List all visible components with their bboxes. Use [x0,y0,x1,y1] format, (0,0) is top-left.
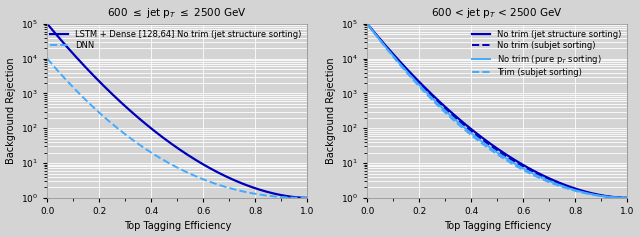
No trim (jet structure sorting) [537,173,545,176]
No trim (subjet sorting) [481,140,489,143]
X-axis label: Top Tagging Efficiency: Top Tagging Efficiency [124,221,231,232]
DNN [161,160,169,162]
Trim (subjet sorting) [364,23,371,25]
DNN [217,184,225,187]
LSTM + Dense [128,64] No trim (jet structure sorting) [196,161,204,164]
LSTM + Dense [128,64] No trim (jet structure sorting) [90,74,97,77]
Trim (subjet sorting) [537,177,545,180]
Title: 600 < jet p$_{T}$ < 2500 GeV: 600 < jet p$_{T}$ < 2500 GeV [431,5,563,20]
LSTM + Dense [128,64] No trim (jet structure sorting) [110,95,118,97]
Line: LSTM + Dense [128,64] No trim (jet structure sorting): LSTM + Dense [128,64] No trim (jet struc… [47,24,307,198]
Line: DNN: DNN [47,59,307,198]
DNN [110,124,118,127]
No trim (pure p$_{T}$ sorting) [516,165,524,168]
Line: No trim (pure p$_{T}$ sorting): No trim (pure p$_{T}$ sorting) [367,24,627,198]
DNN [90,106,97,109]
No trim (subjet sorting) [623,196,631,199]
LSTM + Dense [128,64] No trim (jet structure sorting) [303,196,311,199]
No trim (subjet sorting) [559,184,567,187]
Trim (subjet sorting) [481,144,489,147]
No trim (jet structure sorting) [410,74,417,77]
No trim (pure p$_{T}$ sorting) [430,99,438,101]
Trim (subjet sorting) [410,79,417,82]
No trim (jet structure sorting) [481,138,489,141]
Trim (subjet sorting) [623,196,631,199]
No trim (pure p$_{T}$ sorting) [623,196,631,199]
Trim (subjet sorting) [559,186,567,189]
Trim (subjet sorting) [430,100,438,103]
Y-axis label: Background Rejection: Background Rejection [6,58,15,164]
No trim (pure p$_{T}$ sorting) [559,185,567,188]
No trim (pure p$_{T}$ sorting) [410,77,417,80]
DNN [44,57,51,60]
Legend: No trim (jet structure sorting), No trim (subjet sorting), No trim (pure p$_{T}$: No trim (jet structure sorting), No trim… [470,28,623,79]
Title: 600 $\leq$ jet p$_{T}$ $\leq$ 2500 GeV: 600 $\leq$ jet p$_{T}$ $\leq$ 2500 GeV [108,5,247,20]
No trim (subjet sorting) [516,164,524,167]
X-axis label: Top Tagging Efficiency: Top Tagging Efficiency [444,221,551,232]
DNN [239,190,247,193]
DNN [303,196,311,199]
No trim (pure p$_{T}$ sorting) [537,176,545,179]
LSTM + Dense [128,64] No trim (jet structure sorting) [161,138,169,141]
No trim (jet structure sorting) [430,95,438,98]
No trim (jet structure sorting) [516,162,524,165]
Trim (subjet sorting) [516,167,524,170]
No trim (pure p$_{T}$ sorting) [481,142,489,145]
No trim (subjet sorting) [364,23,371,25]
Line: No trim (subjet sorting): No trim (subjet sorting) [367,24,627,198]
Line: No trim (jet structure sorting): No trim (jet structure sorting) [367,24,627,198]
Y-axis label: Background Rejection: Background Rejection [326,58,335,164]
No trim (subjet sorting) [410,76,417,79]
No trim (jet structure sorting) [559,183,567,186]
LSTM + Dense [128,64] No trim (jet structure sorting) [217,173,225,175]
No trim (jet structure sorting) [623,196,631,199]
No trim (subjet sorting) [537,174,545,177]
Line: Trim (subjet sorting): Trim (subjet sorting) [367,24,627,198]
No trim (subjet sorting) [430,97,438,100]
DNN [196,177,204,180]
Legend: LSTM + Dense [128,64] No trim (jet structure sorting), DNN: LSTM + Dense [128,64] No trim (jet struc… [49,28,303,52]
LSTM + Dense [128,64] No trim (jet structure sorting) [239,182,247,185]
No trim (pure p$_{T}$ sorting) [364,23,371,25]
LSTM + Dense [128,64] No trim (jet structure sorting) [44,23,51,25]
No trim (jet structure sorting) [364,23,371,25]
